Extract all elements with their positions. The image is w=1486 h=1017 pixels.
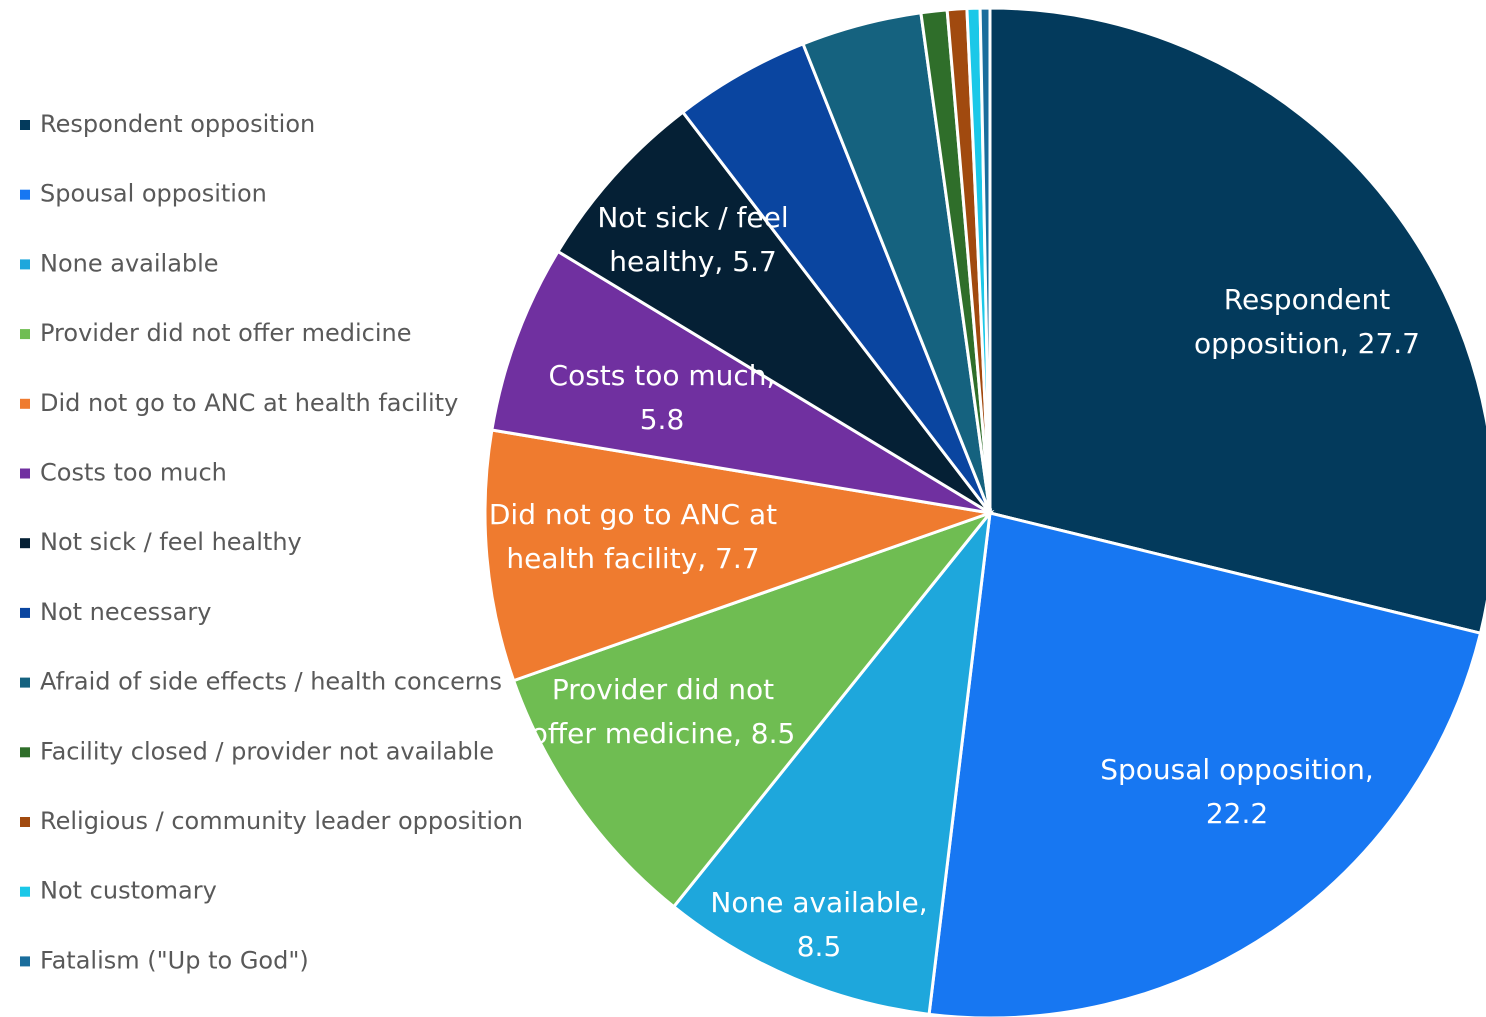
legend-label: Costs too much	[40, 459, 227, 487]
legend-label: Facility closed / provider not available	[40, 737, 494, 765]
legend-label: Not sick / feel healthy	[40, 528, 302, 556]
data-label: Costs too much, 5.8	[548, 359, 776, 436]
data-label: Provider did not offer medicine, 8.5	[530, 673, 796, 750]
pie-slice	[555, 110, 992, 515]
legend-swatch	[20, 468, 30, 479]
pie-slice	[511, 509, 995, 909]
legend-label: Spousal opposition	[40, 180, 267, 208]
legend-swatch	[20, 956, 30, 967]
legend-swatch	[20, 120, 30, 130]
legend-label: Not customary	[40, 877, 217, 905]
pie-slice	[978, 6, 992, 514]
legend-swatch	[20, 329, 30, 340]
legend-label: Fatalism ("Up to God")	[40, 946, 309, 974]
legend-label: None available	[40, 249, 219, 277]
data-label: Spousal opposition, 22.2	[1100, 753, 1374, 830]
legend-swatch	[20, 607, 30, 618]
legend-swatch	[20, 189, 30, 200]
legend-label: Provider did not offer medicine	[40, 319, 412, 347]
legend-swatch	[20, 817, 30, 827]
pie-slice	[671, 507, 993, 1016]
legend-label: Not necessary	[40, 598, 211, 626]
legend-swatch	[20, 259, 30, 270]
legend-label: Did not go to ANC at health facility	[40, 389, 458, 417]
legend-swatch	[20, 677, 30, 688]
pie-slice	[490, 249, 991, 515]
pie-slice	[988, 6, 1486, 635]
legend-swatch	[20, 538, 30, 549]
legend-label: Religious / community leader opposition	[40, 807, 523, 835]
legend-swatch	[20, 886, 30, 897]
legend-label: Afraid of side effects / health concerns	[40, 668, 502, 696]
data-label: None available, 8.5	[710, 886, 928, 963]
legend-label: Respondent opposition	[40, 110, 315, 138]
legend-swatch	[20, 398, 30, 409]
data-label: Did not go to ANC at health facility, 7.…	[488, 498, 778, 575]
data-label: Respondent opposition, 27.7	[1194, 283, 1420, 360]
data-label: Not sick / feel healthy, 5.7	[597, 201, 789, 278]
legend-swatch	[20, 747, 30, 758]
